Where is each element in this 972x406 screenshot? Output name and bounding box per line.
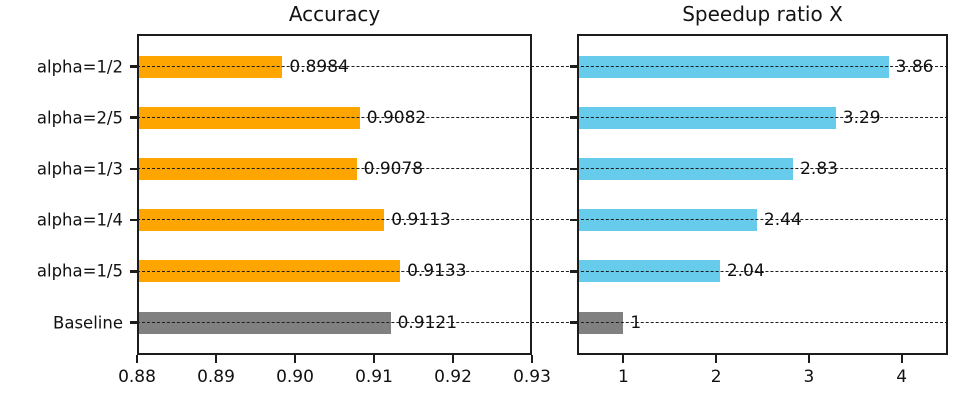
y-tick — [130, 321, 137, 324]
x-tick — [215, 355, 217, 363]
bar-value-label-alpha-1-4: 2.44 — [763, 210, 802, 231]
x-tick — [452, 355, 454, 363]
y-tick — [130, 218, 137, 222]
category-label-alpha-1-4: alpha=1/4 — [36, 210, 123, 230]
x-tick-label: 0.92 — [434, 367, 472, 387]
bar-value-label-alpha-2-5: 0.9082 — [366, 107, 427, 128]
x-tick-label: 0.89 — [197, 367, 235, 387]
gridline-baseline — [137, 321, 948, 323]
bar-value-label-alpha-1-2: 3.86 — [895, 56, 934, 77]
x-tick — [715, 355, 718, 363]
x-tick — [622, 355, 625, 363]
accuracy-panel-title: Accuracy — [288, 2, 381, 26]
category-label-alpha-2-5: alpha=2/5 — [36, 108, 123, 128]
category-label-baseline: Baseline — [53, 313, 123, 332]
bar-value-label-alpha-1-2: 0.8984 — [289, 56, 349, 77]
y-tick — [130, 270, 137, 273]
speedup-ratio-x-plot-area — [577, 34, 948, 355]
speedup-panel-title: Speedup ratio X — [682, 2, 843, 26]
gridline-alpha-1-3 — [137, 168, 948, 170]
x-tick — [900, 355, 903, 363]
x-tick-label: 0.88 — [118, 367, 156, 387]
bar-value-label-alpha-1-5: 0.9133 — [407, 261, 467, 282]
x-tick-label: 0.91 — [355, 367, 393, 387]
x-tick — [294, 355, 296, 363]
bar-value-label-baseline: 0.9121 — [397, 312, 458, 333]
y-tick — [130, 65, 137, 68]
x-tick-label: 0.93 — [513, 367, 551, 387]
gridline-alpha-1-5 — [137, 270, 948, 272]
x-tick-label: 4 — [896, 367, 908, 387]
gridline-alpha-2-5 — [137, 116, 948, 118]
bar-value-label-alpha-2-5: 3.29 — [842, 107, 881, 128]
bar-value-label-alpha-1-4: 0.9113 — [391, 210, 451, 231]
bar-value-label-alpha-1-5: 2.04 — [726, 261, 765, 282]
x-tick — [373, 355, 375, 363]
x-tick — [531, 355, 533, 363]
y-tick — [130, 116, 137, 119]
x-tick — [136, 355, 138, 363]
bar-value-label-alpha-1-3: 2.83 — [800, 158, 838, 179]
x-tick-label: 1 — [617, 367, 629, 387]
x-tick-label: 2 — [710, 367, 722, 387]
bar-value-label-baseline: 1 — [630, 312, 642, 333]
bar-value-label-alpha-1-3: 0.9078 — [363, 158, 424, 179]
category-label-alpha-1-3: alpha=1/3 — [36, 159, 123, 179]
y-tick — [130, 167, 137, 171]
accuracy-plot-area — [137, 34, 532, 355]
gridline-alpha-1-2 — [137, 65, 948, 67]
category-label-alpha-1-5: alpha=1/5 — [36, 261, 123, 281]
gridline-alpha-1-4 — [137, 219, 948, 221]
x-tick-label: 0.90 — [276, 367, 314, 387]
x-tick-label: 3 — [803, 367, 815, 387]
category-label-alpha-1-2: alpha=1/2 — [36, 57, 123, 76]
x-tick — [807, 355, 810, 363]
